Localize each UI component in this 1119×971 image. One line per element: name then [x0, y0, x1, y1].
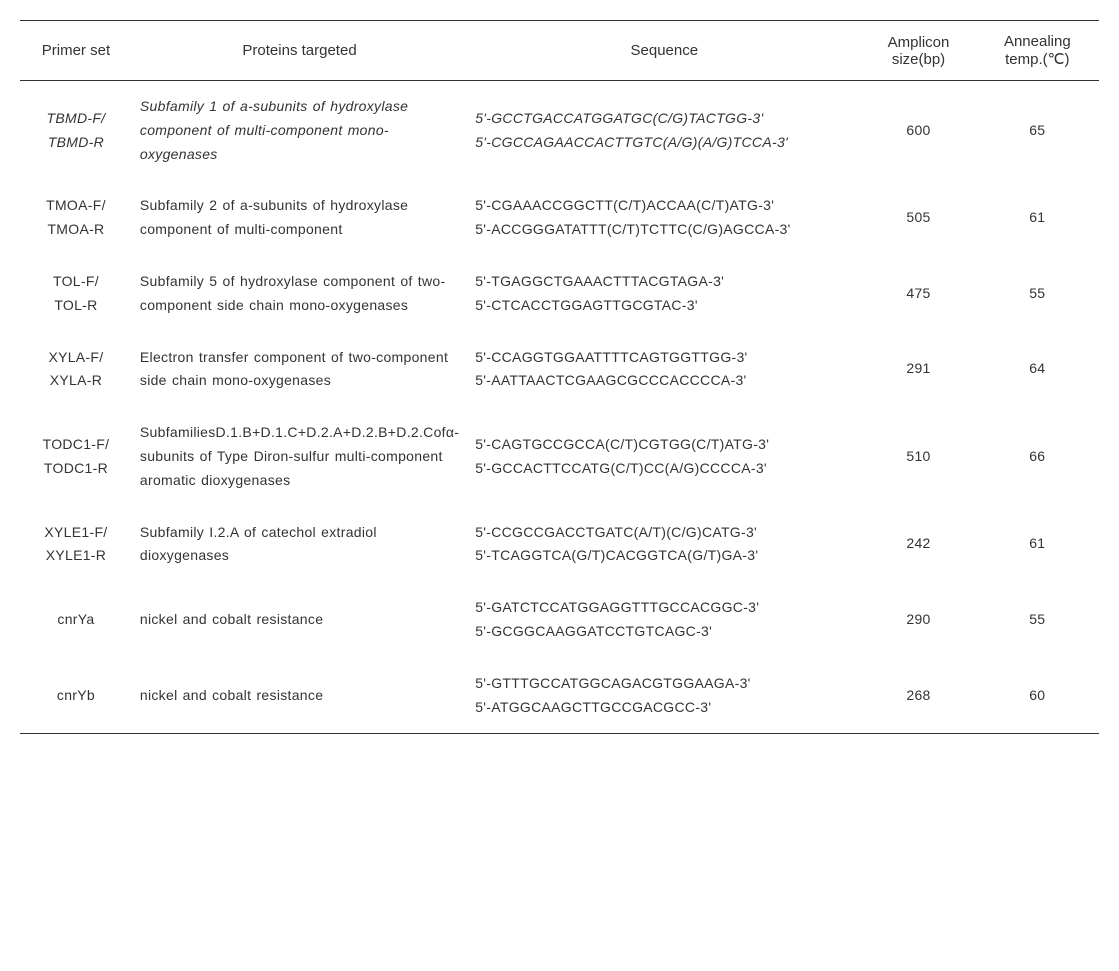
primer-line-2: TBMD-R	[28, 131, 124, 155]
header-annealing: Annealing temp.(℃)	[976, 21, 1099, 81]
primer-cell: XYLE1-F/XYLE1-R	[20, 507, 132, 583]
primer-cell: cnrYb	[20, 658, 132, 734]
primer-line-2: TODC1-R	[28, 457, 124, 481]
header-annealing-l1: Annealing	[984, 33, 1091, 50]
primer-cell: XYLA-F/XYLA-R	[20, 332, 132, 408]
proteins-cell: Subfamily 5 of hydroxylase component of …	[132, 256, 467, 332]
annealing-cell: 65	[976, 81, 1099, 181]
table-row: TBMD-F/TBMD-RSubfamily 1 of a-subunits o…	[20, 81, 1099, 181]
sequence-line-2: 5'-GCCACTTCCATG(C/T)CC(A/G)CCCCA-3'	[475, 457, 853, 481]
table-row: cnrYanickel and cobalt resistance5'-GATC…	[20, 582, 1099, 658]
sequence-line-2: 5'-GCGGCAAGGATCCTGTCAGC-3'	[475, 620, 853, 644]
table-row: cnrYbnickel and cobalt resistance5'-GTTT…	[20, 658, 1099, 734]
sequence-cell: 5'-GCCTGACCATGGATGC(C/G)TACTGG-3'5'-CGCC…	[467, 81, 861, 181]
proteins-cell: SubfamiliesD.1.B+D.1.C+D.2.A+D.2.B+D.2.C…	[132, 407, 467, 506]
header-amplicon-l2: size(bp)	[869, 51, 967, 68]
sequence-cell: 5'-CCGCCGACCTGATC(A/T)(C/G)CATG-3'5'-TCA…	[467, 507, 861, 583]
amplicon-cell: 290	[861, 582, 975, 658]
annealing-cell: 66	[976, 407, 1099, 506]
header-sequence: Sequence	[467, 21, 861, 81]
sequence-cell: 5'-CGAAACCGGCTT(C/T)ACCAA(C/T)ATG-3'5'-A…	[467, 180, 861, 256]
sequence-line-1: 5'-TGAGGCTGAAACTTTACGTAGA-3'	[475, 270, 853, 294]
primer-line-1: XYLE1-F/	[28, 521, 124, 545]
sequence-line-2: 5'-CTCACCTGGAGTTGCGTAC-3'	[475, 294, 853, 318]
sequence-cell: 5'-GTTTGCCATGGCAGACGTGGAAGA-3'5'-ATGGCAA…	[467, 658, 861, 734]
primer-cell: TOL-F/TOL-R	[20, 256, 132, 332]
sequence-cell: 5'-TGAGGCTGAAACTTTACGTAGA-3'5'-CTCACCTGG…	[467, 256, 861, 332]
proteins-cell: Subfamily 1 of a-subunits of hydroxylase…	[132, 81, 467, 181]
annealing-cell: 55	[976, 582, 1099, 658]
sequence-line-2: 5'-ACCGGGATATTT(C/T)TCTTC(C/G)AGCCA-3'	[475, 218, 853, 242]
header-proteins: Proteins targeted	[132, 21, 467, 81]
primer-cell: TBMD-F/TBMD-R	[20, 81, 132, 181]
sequence-line-1: 5'-CCAGGTGGAATTTTCAGTGGTTGG-3'	[475, 346, 853, 370]
proteins-cell: Subfamily 2 of a-subunits of hydroxylase…	[132, 180, 467, 256]
table-row: XYLE1-F/XYLE1-RSubfamily I.2.A of catech…	[20, 507, 1099, 583]
sequence-cell: 5'-CCAGGTGGAATTTTCAGTGGTTGG-3'5'-AATTAAC…	[467, 332, 861, 408]
amplicon-cell: 268	[861, 658, 975, 734]
sequence-line-1: 5'-GTTTGCCATGGCAGACGTGGAAGA-3'	[475, 672, 853, 696]
primer-line-1: TOL-F/	[28, 270, 124, 294]
primer-line-2: TMOA-R	[28, 218, 124, 242]
table-row: TMOA-F/TMOA-RSubfamily 2 of a-subunits o…	[20, 180, 1099, 256]
amplicon-cell: 475	[861, 256, 975, 332]
sequence-line-1: 5'-CGAAACCGGCTT(C/T)ACCAA(C/T)ATG-3'	[475, 194, 853, 218]
table-header-row: Primer set Proteins targeted Sequence Am…	[20, 21, 1099, 81]
sequence-line-2: 5'-TCAGGTCA(G/T)CACGGTCA(G/T)GA-3'	[475, 544, 853, 568]
primer-line-2: XYLA-R	[28, 369, 124, 393]
table-body: TBMD-F/TBMD-RSubfamily 1 of a-subunits o…	[20, 81, 1099, 734]
sequence-cell: 5'-CAGTGCCGCCA(C/T)CGTGG(C/T)ATG-3'5'-GC…	[467, 407, 861, 506]
header-amplicon-l1: Amplicon	[869, 34, 967, 51]
proteins-cell: Electron transfer component of two-compo…	[132, 332, 467, 408]
primer-line-1: TODC1-F/	[28, 433, 124, 457]
table-row: TODC1-F/TODC1-RSubfamiliesD.1.B+D.1.C+D.…	[20, 407, 1099, 506]
primer-cell: cnrYa	[20, 582, 132, 658]
amplicon-cell: 510	[861, 407, 975, 506]
table-row: XYLA-F/XYLA-RElectron transfer component…	[20, 332, 1099, 408]
table-row: TOL-F/TOL-RSubfamily 5 of hydroxylase co…	[20, 256, 1099, 332]
sequence-line-1: 5'-CCGCCGACCTGATC(A/T)(C/G)CATG-3'	[475, 521, 853, 545]
primer-cell: TMOA-F/TMOA-R	[20, 180, 132, 256]
sequence-line-1: 5'-CAGTGCCGCCA(C/T)CGTGG(C/T)ATG-3'	[475, 433, 853, 457]
sequence-line-2: 5'-CGCCAGAACCACTTGTC(A/G)(A/G)TCCA-3'	[475, 131, 853, 155]
sequence-line-1: 5'-GCCTGACCATGGATGC(C/G)TACTGG-3'	[475, 107, 853, 131]
header-amplicon: Amplicon size(bp)	[861, 21, 975, 81]
annealing-cell: 61	[976, 507, 1099, 583]
annealing-cell: 55	[976, 256, 1099, 332]
amplicon-cell: 600	[861, 81, 975, 181]
primer-line-2: TOL-R	[28, 294, 124, 318]
annealing-cell: 61	[976, 180, 1099, 256]
sequence-line-1: 5'-GATCTCCATGGAGGTTTGCCACGGC-3'	[475, 596, 853, 620]
proteins-cell: nickel and cobalt resistance	[132, 658, 467, 734]
proteins-cell: nickel and cobalt resistance	[132, 582, 467, 658]
primer-line-1: TMOA-F/	[28, 194, 124, 218]
annealing-cell: 64	[976, 332, 1099, 408]
proteins-cell: Subfamily I.2.A of catechol extradiol di…	[132, 507, 467, 583]
primer-table: Primer set Proteins targeted Sequence Am…	[20, 20, 1099, 734]
header-primer: Primer set	[20, 21, 132, 81]
amplicon-cell: 242	[861, 507, 975, 583]
header-annealing-l2: temp.(℃)	[984, 50, 1091, 68]
primer-line-1: cnrYa	[28, 608, 124, 632]
amplicon-cell: 291	[861, 332, 975, 408]
primer-line-1: XYLA-F/	[28, 346, 124, 370]
sequence-line-2: 5'-AATTAACTCGAAGCGCCCACCCCA-3'	[475, 369, 853, 393]
primer-line-2: XYLE1-R	[28, 544, 124, 568]
primer-line-1: cnrYb	[28, 684, 124, 708]
primer-line-1: TBMD-F/	[28, 107, 124, 131]
annealing-cell: 60	[976, 658, 1099, 734]
sequence-line-2: 5'-ATGGCAAGCTTGCCGACGCC-3'	[475, 696, 853, 720]
amplicon-cell: 505	[861, 180, 975, 256]
sequence-cell: 5'-GATCTCCATGGAGGTTTGCCACGGC-3'5'-GCGGCA…	[467, 582, 861, 658]
primer-cell: TODC1-F/TODC1-R	[20, 407, 132, 506]
